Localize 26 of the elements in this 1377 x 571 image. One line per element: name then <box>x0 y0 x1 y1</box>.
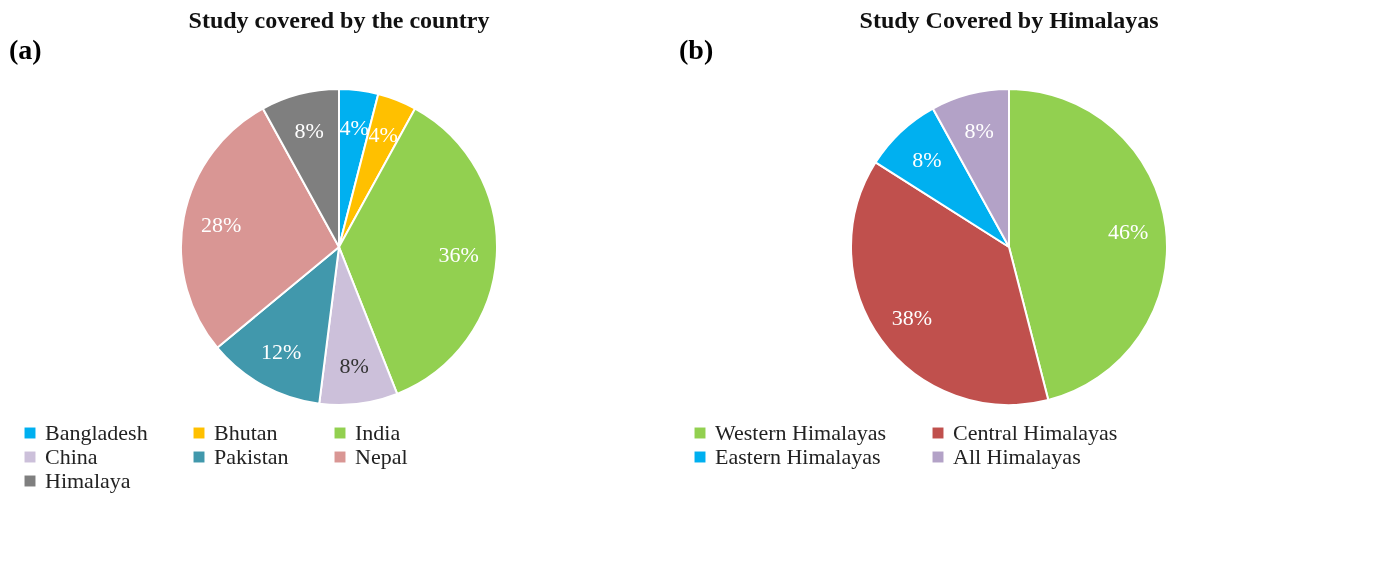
legend-label: Eastern Himalayas <box>715 444 881 469</box>
data-label: 46% <box>1107 218 1149 244</box>
legend-label: Western Himalayas <box>715 420 887 445</box>
legend-label: Pakistan <box>214 444 289 469</box>
legend-label: India <box>355 420 401 445</box>
data-label: 4% <box>339 114 369 140</box>
legend-label: Bangladesh <box>45 420 148 445</box>
data-label: 36% <box>438 241 479 267</box>
text: (b) <box>679 34 714 65</box>
chart-title: Study Covered by Himalayas <box>859 7 1159 33</box>
data-label: 28% <box>200 211 242 237</box>
legend-label: All Himalayas <box>953 444 1081 469</box>
legend-label: Nepal <box>355 444 408 469</box>
data-label: 12% <box>261 339 302 365</box>
data-label: 8% <box>294 117 324 143</box>
legend-label: Central Himalayas <box>953 420 1118 445</box>
data-label: 4% <box>368 122 398 148</box>
legend-label: Himalaya <box>45 468 131 493</box>
legend-label: China <box>45 444 98 469</box>
legend-label: Bhutan <box>214 420 278 445</box>
data-label: 38% <box>891 304 933 330</box>
data-label: 8% <box>964 117 994 143</box>
text: (a) <box>9 34 42 65</box>
data-label: 8% <box>912 146 942 172</box>
data-label: 8% <box>339 353 369 379</box>
chart-title: Study covered by the country <box>188 7 490 33</box>
